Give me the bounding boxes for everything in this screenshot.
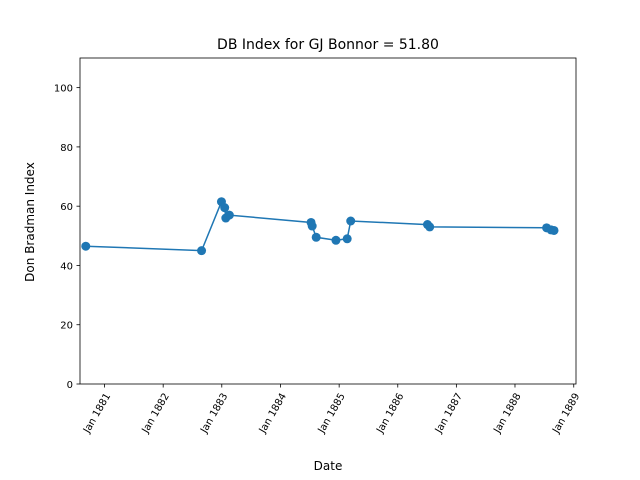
data-point — [342, 234, 352, 244]
data-point — [81, 241, 91, 251]
x-axis-label: Date — [314, 459, 343, 473]
y-tick-label: 40 — [60, 261, 73, 272]
y-tick-label: 0 — [67, 380, 73, 391]
data-point — [311, 232, 321, 242]
data-point — [224, 210, 234, 220]
data-point — [331, 235, 341, 245]
data-point — [220, 203, 230, 213]
y-tick-label: 80 — [60, 143, 73, 154]
data-point — [549, 225, 559, 235]
y-tick-label: 60 — [60, 202, 73, 213]
data-point — [346, 216, 356, 226]
y-axis-label: Don Bradman Index — [23, 162, 37, 282]
y-tick-label: 20 — [60, 321, 73, 332]
axes-frame — [79, 57, 577, 385]
chart-title: DB Index for GJ Bonnor = 51.80 — [217, 37, 439, 53]
data-point — [197, 246, 207, 256]
data-point — [425, 222, 435, 232]
y-tick-label: 100 — [54, 84, 73, 95]
data-point — [307, 221, 317, 231]
